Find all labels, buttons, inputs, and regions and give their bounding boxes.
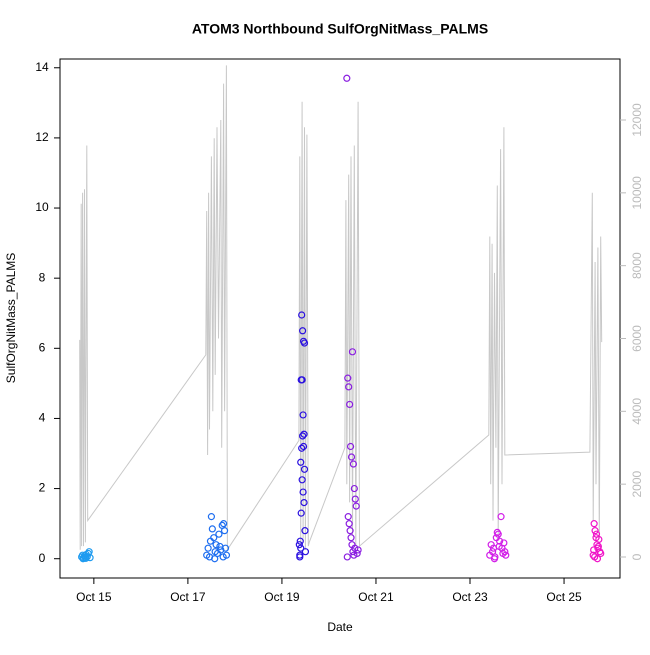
y2-tick-label: 4000 — [630, 398, 644, 425]
point — [299, 488, 307, 496]
point — [352, 502, 360, 510]
point — [300, 499, 308, 507]
point — [495, 542, 503, 551]
y2-tick-label: 6000 — [630, 325, 644, 352]
point — [299, 442, 308, 451]
point — [295, 541, 303, 549]
y-tick-label: 0 — [39, 551, 46, 565]
point — [216, 542, 224, 551]
point — [301, 548, 310, 556]
point — [592, 530, 601, 538]
point — [349, 460, 358, 468]
point — [299, 432, 307, 440]
x-tick-label: Oct 19 — [264, 590, 300, 604]
altitude-line — [79, 65, 603, 552]
point — [300, 430, 308, 438]
point — [350, 484, 358, 493]
point — [347, 453, 356, 461]
point — [211, 555, 219, 563]
point — [297, 544, 305, 552]
point — [344, 513, 352, 521]
point — [347, 534, 355, 542]
x-axis-label: Date — [327, 620, 353, 634]
point — [298, 311, 306, 319]
point — [204, 544, 212, 552]
point — [343, 553, 351, 561]
point — [297, 509, 305, 517]
point — [212, 541, 220, 549]
point — [496, 537, 504, 545]
point — [345, 520, 353, 528]
point — [296, 553, 304, 561]
y-tick-label: 6 — [39, 340, 46, 354]
point — [346, 442, 355, 451]
point — [500, 539, 508, 547]
y2-tick-label: 12000 — [630, 103, 644, 137]
x-tick-label: Oct 21 — [358, 590, 394, 604]
y-tick-label: 8 — [39, 270, 46, 284]
point — [82, 554, 90, 562]
y2-tick-label: 2000 — [630, 470, 644, 497]
point — [351, 495, 359, 503]
y2-tick-label: 10000 — [630, 176, 644, 210]
point — [220, 520, 228, 528]
point — [354, 546, 362, 554]
point — [344, 374, 352, 382]
point — [300, 465, 309, 473]
point — [219, 553, 227, 561]
point — [345, 383, 353, 391]
point — [301, 527, 309, 535]
point — [594, 542, 602, 551]
point — [207, 513, 216, 521]
point — [298, 444, 306, 452]
point — [501, 548, 509, 556]
y2-tick-label: 0 — [630, 553, 644, 560]
point — [348, 348, 357, 356]
point — [502, 551, 510, 559]
point — [590, 520, 598, 528]
point — [497, 513, 505, 521]
y-tick-label: 12 — [35, 130, 49, 144]
point — [597, 549, 605, 558]
x-tick-label: Oct 17 — [170, 590, 206, 604]
x-tick-label: Oct 23 — [452, 590, 488, 604]
point — [591, 527, 599, 535]
point — [346, 400, 354, 409]
point — [590, 546, 598, 554]
y2-tick-label: 8000 — [630, 252, 644, 279]
point — [297, 458, 305, 466]
plot-frame — [59, 58, 621, 579]
point — [215, 530, 223, 538]
point — [208, 525, 216, 533]
y-axis-label: SulfOrgNitMass_PALMS — [4, 253, 18, 383]
point — [299, 327, 307, 335]
x-tick-label: Oct 15 — [76, 590, 112, 604]
point — [298, 476, 306, 484]
point — [353, 549, 361, 558]
y-tick-label: 10 — [35, 200, 49, 214]
chart-title: ATOM3 Northbound SulfOrgNitMass_PALMS — [192, 21, 488, 37]
x-tick-label: Oct 25 — [546, 590, 582, 604]
point — [343, 74, 351, 82]
point — [298, 376, 306, 384]
y-tick-label: 4 — [39, 411, 46, 425]
y-tick-label: 14 — [35, 60, 49, 74]
point — [299, 411, 307, 419]
y-tick-label: 2 — [39, 481, 46, 495]
point — [220, 527, 229, 535]
point — [79, 555, 87, 563]
point — [86, 554, 94, 562]
point — [296, 537, 304, 545]
point — [490, 555, 499, 563]
point — [217, 546, 225, 554]
point — [593, 555, 602, 563]
point — [589, 551, 597, 559]
point — [494, 530, 502, 538]
point — [300, 339, 309, 347]
point — [346, 527, 354, 535]
point — [206, 537, 215, 545]
